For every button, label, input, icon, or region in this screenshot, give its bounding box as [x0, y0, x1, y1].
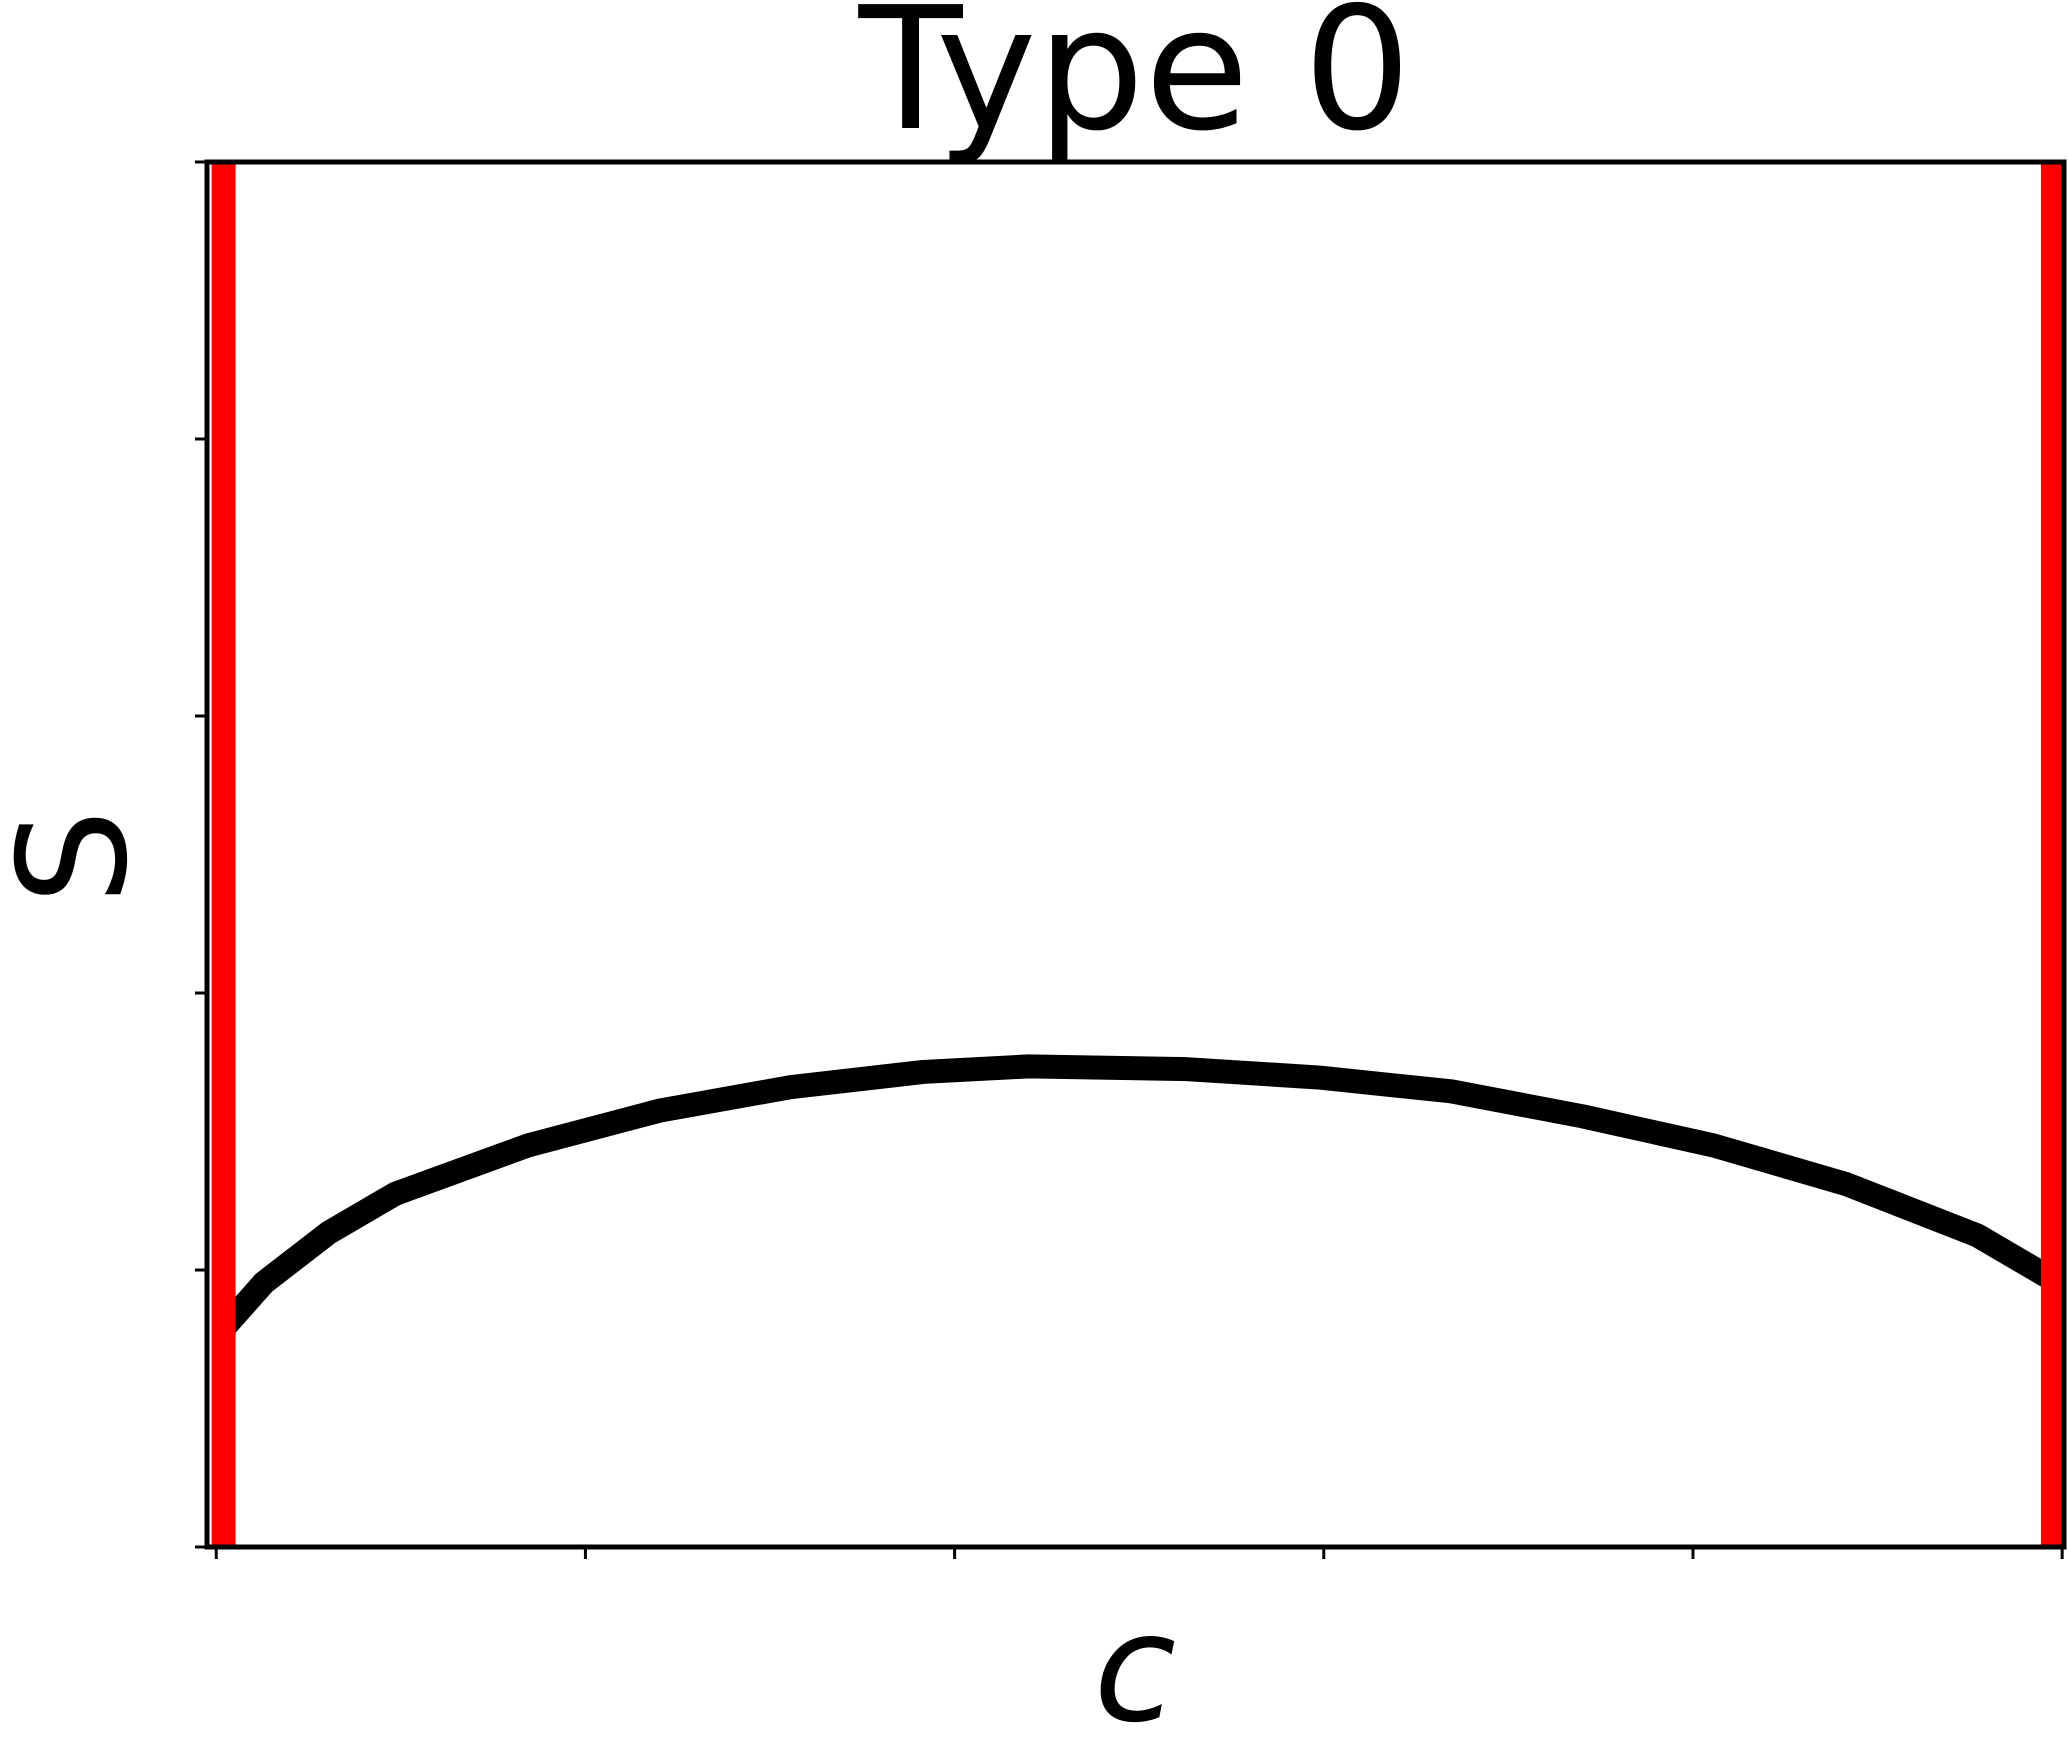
- x-axis-label: c: [1094, 1582, 1176, 1756]
- chart-title: Type 0: [858, 0, 1412, 169]
- y-axis-label: S: [0, 809, 161, 904]
- line: [214, 1054, 2059, 1337]
- plot-frame: [204, 159, 2067, 1550]
